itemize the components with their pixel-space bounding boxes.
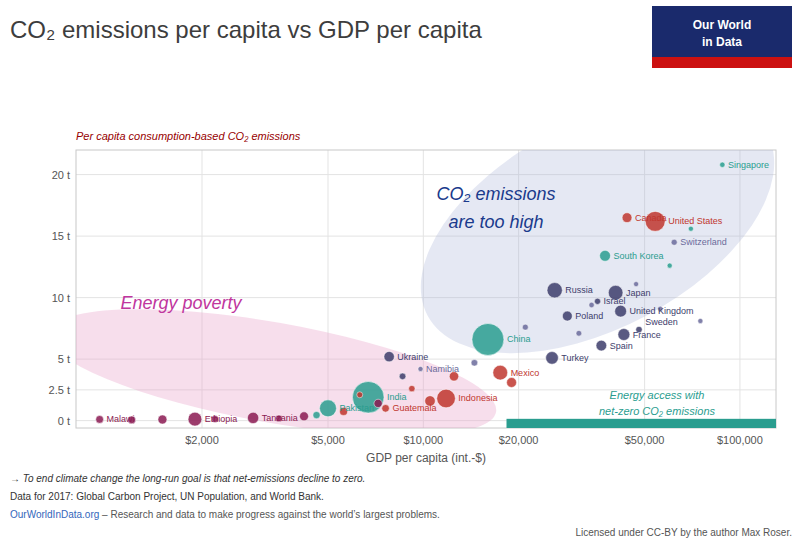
footnote-link: OurWorldInData.org [10, 509, 99, 520]
points [96, 162, 725, 426]
point [384, 351, 394, 361]
point-label: Ukraine [397, 352, 428, 362]
point [409, 385, 415, 391]
point [618, 329, 630, 341]
point-label: China [507, 334, 531, 344]
point [382, 405, 390, 413]
net-zero-text: net-zero CO₂ emissions [599, 405, 716, 417]
footnote-text: – Research and data to make progress aga… [99, 509, 440, 520]
net-zero-text: Energy access with [610, 389, 705, 401]
point-label: Japan [626, 288, 651, 298]
point [96, 416, 104, 424]
point [622, 213, 632, 223]
co2-high-text: are too high [448, 212, 543, 232]
logo-box [652, 6, 792, 68]
y-tick-label: 2.5 t [49, 384, 70, 396]
point-label: Russia [565, 285, 593, 295]
point [522, 324, 528, 330]
point-label: Mexico [511, 368, 540, 378]
footnote: OurWorldInData.org – Research and data t… [10, 509, 440, 520]
point [562, 311, 572, 321]
point [688, 226, 693, 231]
footnote: Licensed under CC-BY by the author Max R… [575, 527, 792, 538]
point-label: Sweden [645, 317, 678, 327]
point [720, 162, 725, 167]
point [399, 373, 406, 380]
regions [76, 150, 776, 428]
footnote: → To end climate change the long-run goa… [10, 473, 365, 484]
point [576, 330, 582, 336]
point [546, 352, 559, 365]
point-label: Turkey [561, 353, 589, 363]
point [547, 283, 562, 298]
point-label: Indonesia [458, 393, 497, 403]
point-label: Canada [635, 213, 667, 223]
co2-high-region [379, 150, 776, 406]
point [158, 415, 167, 424]
point-label: Pakistan [339, 403, 374, 413]
point-label: Malawi [107, 414, 135, 424]
point [247, 412, 258, 423]
y-tick-label: 15 t [52, 230, 70, 242]
point [698, 318, 703, 323]
point-label: Tanzania [262, 413, 298, 423]
point [634, 282, 639, 287]
y-tick-label: 0 t [58, 415, 70, 427]
point [313, 411, 320, 418]
point [300, 412, 309, 421]
point [667, 263, 672, 268]
y-tick-label: 20 t [52, 169, 70, 181]
y-axis-label: Per capita consumption-based CO₂ emissio… [76, 130, 301, 142]
point-label: United States [668, 216, 723, 226]
point-label: South Korea [614, 251, 664, 261]
point [594, 298, 600, 304]
x-tick-label: $2,000 [185, 434, 219, 446]
point [357, 392, 363, 398]
x-tick-label: $50,000 [625, 434, 665, 446]
point-label: United Kingdom [630, 306, 694, 316]
point [472, 323, 504, 355]
point [507, 378, 517, 388]
logo-stripe [652, 57, 792, 68]
point-label: Guatemala [392, 403, 436, 413]
logo-text: in Data [702, 35, 742, 49]
x-tick-label: $5,000 [311, 434, 345, 446]
point [589, 302, 594, 307]
x-tick-label: $10,000 [403, 434, 443, 446]
point-label: Poland [575, 311, 603, 321]
logo-text: Our World [693, 18, 751, 32]
point-labels: Malawi Ethiopia Tanzania Pakistan India Ukrai… [107, 160, 770, 425]
point [471, 359, 478, 366]
point [596, 340, 607, 351]
net-zero-bar [507, 419, 777, 428]
co2-high-text: CO₂ emissions [437, 184, 556, 204]
point [600, 250, 611, 261]
footnote: Data for 2017: Global Carbon Project, UN… [10, 491, 324, 502]
point [493, 365, 508, 380]
y-tick-label: 10 t [52, 292, 70, 304]
point-label: Ethiopia [205, 414, 238, 424]
point-label: India [387, 392, 407, 402]
point-label: Namibia [426, 364, 459, 374]
point [320, 400, 337, 417]
point [188, 412, 202, 426]
point-label: France [633, 330, 661, 340]
x-tick-label: $20,000 [499, 434, 539, 446]
point [437, 389, 456, 408]
point [374, 399, 382, 407]
x-tick-label: $100,000 [717, 434, 763, 446]
point [418, 366, 423, 371]
x-axis-label: GDP per capita (int.-$) [366, 451, 486, 465]
energy-poverty-text: Energy poverty [120, 293, 242, 313]
y-tick-label: 5 t [58, 353, 70, 365]
title: CO₂ emissions per capita vs GDP per capi… [10, 16, 482, 43]
point-label: Singapore [728, 160, 769, 170]
point [615, 305, 627, 317]
point-label: Israel [604, 296, 626, 306]
point-label: Switzerland [680, 237, 727, 247]
point-label: Spain [610, 341, 633, 351]
point [671, 239, 677, 245]
